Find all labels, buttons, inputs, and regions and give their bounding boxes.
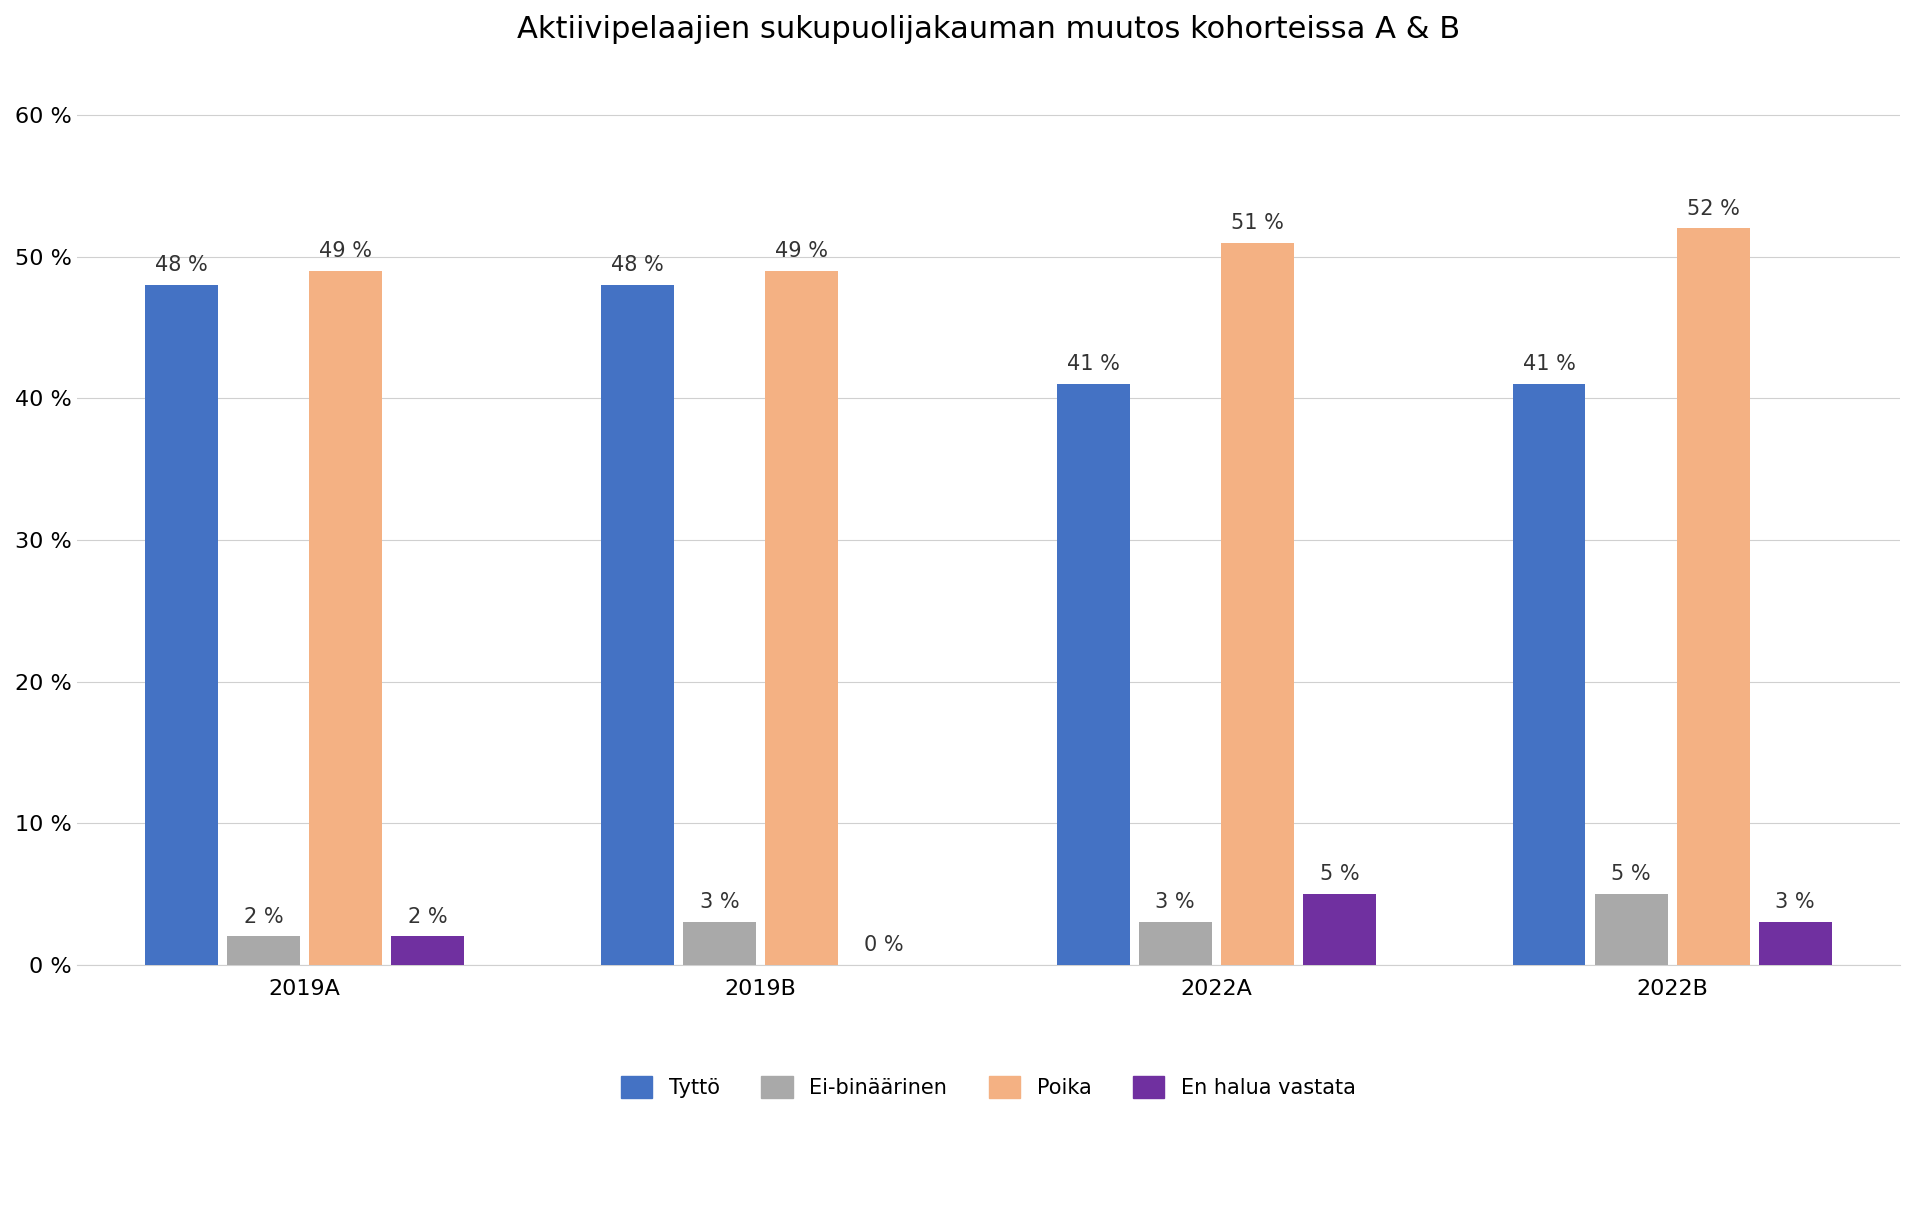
Bar [683,922,756,964]
Bar [1139,922,1212,964]
Bar [1677,229,1749,964]
Bar [1757,922,1830,964]
Bar [1302,894,1374,964]
Text: 41 %: 41 % [1066,355,1120,374]
Bar [764,271,838,964]
Text: 5 %: 5 % [1610,864,1650,885]
Bar [390,937,463,964]
Bar [308,271,383,964]
Text: 3 %: 3 % [1774,892,1814,912]
Text: 3 %: 3 % [1154,892,1194,912]
Bar [145,286,218,964]
Bar [1594,894,1667,964]
Text: 52 %: 52 % [1686,198,1738,219]
Text: 2 %: 2 % [243,906,283,927]
Legend: Tyttö, Ei-binäärinen, Poika, En halua vastata: Tyttö, Ei-binäärinen, Poika, En halua va… [599,1055,1376,1119]
Title: Aktiivipelaajien sukupuolijakauman muutos kohorteissa A & B: Aktiivipelaajien sukupuolijakauman muuto… [517,15,1458,44]
Text: 41 %: 41 % [1522,355,1575,374]
Text: 5 %: 5 % [1319,864,1359,885]
Text: 48 %: 48 % [611,255,664,275]
Text: 49 %: 49 % [320,241,371,261]
Bar [1512,385,1585,964]
Text: 0 %: 0 % [863,935,903,955]
Text: 3 %: 3 % [699,892,739,912]
Bar [1221,243,1294,964]
Bar [228,937,300,964]
Text: 2 %: 2 % [408,906,448,927]
Bar [601,286,674,964]
Text: 49 %: 49 % [775,241,827,261]
Text: 51 %: 51 % [1231,213,1282,232]
Bar [1057,385,1129,964]
Text: 48 %: 48 % [155,255,209,275]
